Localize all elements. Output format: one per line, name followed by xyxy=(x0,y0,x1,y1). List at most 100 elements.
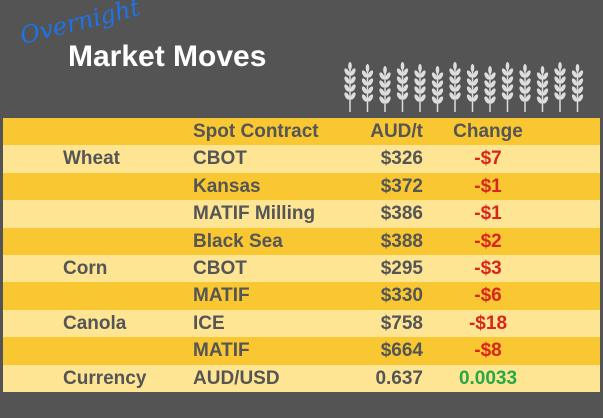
group: Currency xyxy=(63,367,147,389)
wheat-grain xyxy=(431,88,438,96)
wheat-grain xyxy=(560,84,566,92)
table-row: Currency AUD/USD 0.637 0.0033 xyxy=(3,364,600,392)
wheat-grain xyxy=(402,68,409,76)
table-row: Corn CBOT $295 -$3 xyxy=(3,254,600,283)
wheat-grain xyxy=(571,70,578,78)
wheat-grain xyxy=(418,64,422,72)
wheat-grain xyxy=(361,94,368,102)
change: -$1 xyxy=(474,175,502,197)
wheat-grain xyxy=(466,78,473,86)
price: 0.637 xyxy=(375,367,423,389)
wheat-grain xyxy=(367,94,374,102)
wheat-grain xyxy=(344,92,350,100)
column-header: Change xyxy=(453,121,523,142)
wheat-grain xyxy=(575,64,580,72)
wheat-grain xyxy=(519,78,525,86)
contract: MATIF xyxy=(193,285,250,307)
contract: CBOT xyxy=(193,257,247,279)
wheat-grain xyxy=(577,94,584,102)
wheat-grain xyxy=(402,84,409,92)
wheat-grain xyxy=(435,66,440,74)
wheat-grain xyxy=(361,86,368,94)
wheat-grain xyxy=(402,76,409,84)
change: -$18 xyxy=(468,312,508,334)
wheat-grain xyxy=(420,78,426,86)
wheat-grain xyxy=(455,68,461,76)
wheat-grain xyxy=(542,96,549,104)
wheat-grain xyxy=(466,86,473,94)
change: -$7 xyxy=(474,148,502,170)
wheat-grain xyxy=(577,70,584,78)
wheat-grain xyxy=(385,80,391,88)
wheat-grain xyxy=(420,86,426,94)
wheat-grain xyxy=(344,84,350,92)
wheat-grain xyxy=(490,96,496,104)
wheat-grain xyxy=(414,94,420,102)
wheat-grain xyxy=(449,76,455,84)
wheat-grain xyxy=(350,84,356,92)
wheat-grain xyxy=(554,84,560,92)
wheat-grain xyxy=(560,68,566,76)
wheat-grain xyxy=(437,80,444,88)
header-row: Spot Contract AUD/t Change xyxy=(3,118,600,146)
wheat-grain xyxy=(449,68,455,76)
price: $664 xyxy=(380,340,423,362)
wheat-grain xyxy=(554,76,560,84)
contract: AUD/USD xyxy=(193,367,280,389)
wheat-grain xyxy=(560,92,566,100)
wheat-grain xyxy=(577,86,584,94)
wheat-grain xyxy=(472,86,479,94)
wheat-grain xyxy=(490,80,496,88)
wheat-grain xyxy=(367,70,374,78)
wheat-grain xyxy=(507,92,514,100)
column-header: Spot Contract xyxy=(193,121,319,142)
wheat-grain xyxy=(484,72,490,80)
table-row: Wheat CBOT $326 -$7 xyxy=(3,145,600,173)
change: -$6 xyxy=(474,285,502,307)
column-header: AUD/t xyxy=(370,121,423,142)
wheat-grain xyxy=(379,72,385,80)
wheat-grain xyxy=(472,94,479,102)
footer-bar xyxy=(3,391,600,418)
table-row: Kansas $372 -$1 xyxy=(3,172,600,201)
wheat-grain xyxy=(525,78,531,86)
wheat-grain xyxy=(414,78,420,86)
wheat-grain xyxy=(453,62,457,70)
wheat-grain xyxy=(501,92,508,100)
wheat-grain xyxy=(507,76,514,84)
wheat-grain xyxy=(507,84,514,92)
wheat-grain xyxy=(466,94,473,102)
wheat-grain xyxy=(466,70,473,78)
wheat-grain xyxy=(396,84,403,92)
wheat-grain xyxy=(344,68,350,76)
wheat-grain xyxy=(396,68,403,76)
wheat-grain xyxy=(484,80,490,88)
wheat-grain xyxy=(577,78,584,86)
wheat-grain xyxy=(385,96,391,104)
wheat-grain xyxy=(536,80,543,88)
price: $330 xyxy=(380,285,423,307)
wheat-grain xyxy=(431,72,438,80)
wheat-grain xyxy=(519,86,525,94)
price: $386 xyxy=(380,203,423,225)
wheat-grain xyxy=(385,88,391,96)
table-row: MATIF Milling $386 -$1 xyxy=(3,200,600,228)
wheat-grain xyxy=(449,92,455,100)
wheat-grain xyxy=(437,88,444,96)
contract: Kansas xyxy=(193,175,261,197)
wheat-grain xyxy=(501,68,508,76)
wheat-grain xyxy=(379,96,385,104)
wheat-grain xyxy=(455,92,461,100)
price: $326 xyxy=(380,148,423,170)
wheat-grain xyxy=(501,76,508,84)
wheat-grain xyxy=(523,64,527,72)
wheat-grain xyxy=(437,72,444,80)
change: -$3 xyxy=(474,257,502,279)
wheat-grain xyxy=(490,88,496,96)
change: 0.0033 xyxy=(458,367,518,389)
price: $758 xyxy=(380,312,423,334)
wheat-grain xyxy=(420,94,426,102)
wheat-grain xyxy=(490,72,496,80)
table-row: MATIF $330 -$6 xyxy=(3,282,600,310)
group: Canola xyxy=(63,312,127,334)
